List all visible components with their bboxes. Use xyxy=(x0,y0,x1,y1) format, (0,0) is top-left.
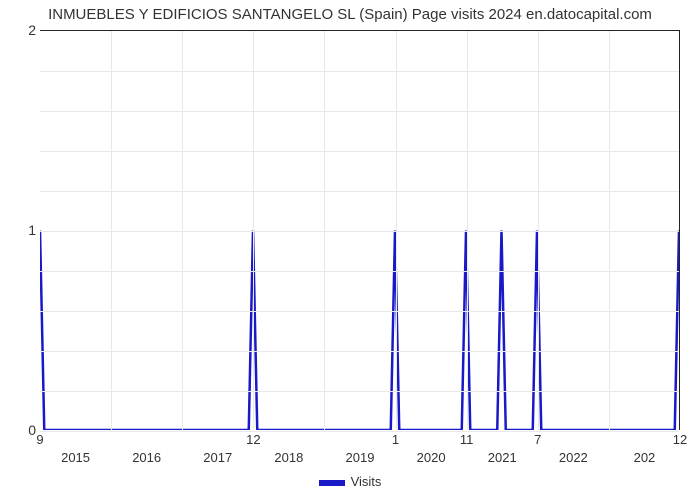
grid-vertical xyxy=(538,31,539,430)
y-tick-label: 1 xyxy=(20,222,36,238)
x-value-label: 12 xyxy=(673,432,687,447)
grid-vertical xyxy=(111,31,112,430)
grid-vertical xyxy=(396,31,397,430)
chart-legend: Visits xyxy=(0,474,700,489)
x-value-label: 7 xyxy=(534,432,541,447)
x-year-label: 2017 xyxy=(203,450,232,465)
legend-label: Visits xyxy=(351,474,382,489)
x-value-label: 11 xyxy=(460,432,474,447)
grid-horizontal xyxy=(40,311,679,312)
grid-horizontal xyxy=(40,191,679,192)
chart-title: INMUEBLES Y EDIFICIOS SANTANGELO SL (Spa… xyxy=(0,6,700,23)
x-year-label: 2016 xyxy=(132,450,161,465)
legend-swatch xyxy=(319,480,345,486)
x-year-label: 202 xyxy=(634,450,656,465)
chart-plot-area xyxy=(40,30,680,430)
x-year-label: 2020 xyxy=(417,450,446,465)
grid-horizontal xyxy=(40,71,679,72)
grid-horizontal xyxy=(40,271,679,272)
x-value-label: 1 xyxy=(392,432,399,447)
x-year-label: 2022 xyxy=(559,450,588,465)
y-tick-label: 2 xyxy=(20,22,36,38)
grid-horizontal xyxy=(40,431,679,432)
grid-horizontal xyxy=(40,231,679,232)
y-tick-label: 0 xyxy=(20,422,36,438)
grid-vertical xyxy=(324,31,325,430)
grid-horizontal xyxy=(40,151,679,152)
grid-vertical xyxy=(467,31,468,430)
x-year-label: 2018 xyxy=(274,450,303,465)
grid-vertical xyxy=(182,31,183,430)
x-year-label: 2019 xyxy=(346,450,375,465)
x-value-label: 12 xyxy=(246,432,260,447)
x-value-label: 9 xyxy=(36,432,43,447)
grid-horizontal xyxy=(40,391,679,392)
grid-horizontal xyxy=(40,351,679,352)
grid-vertical xyxy=(609,31,610,430)
grid-vertical xyxy=(253,31,254,430)
x-year-label: 2015 xyxy=(61,450,90,465)
grid-horizontal xyxy=(40,111,679,112)
x-year-label: 2021 xyxy=(488,450,517,465)
